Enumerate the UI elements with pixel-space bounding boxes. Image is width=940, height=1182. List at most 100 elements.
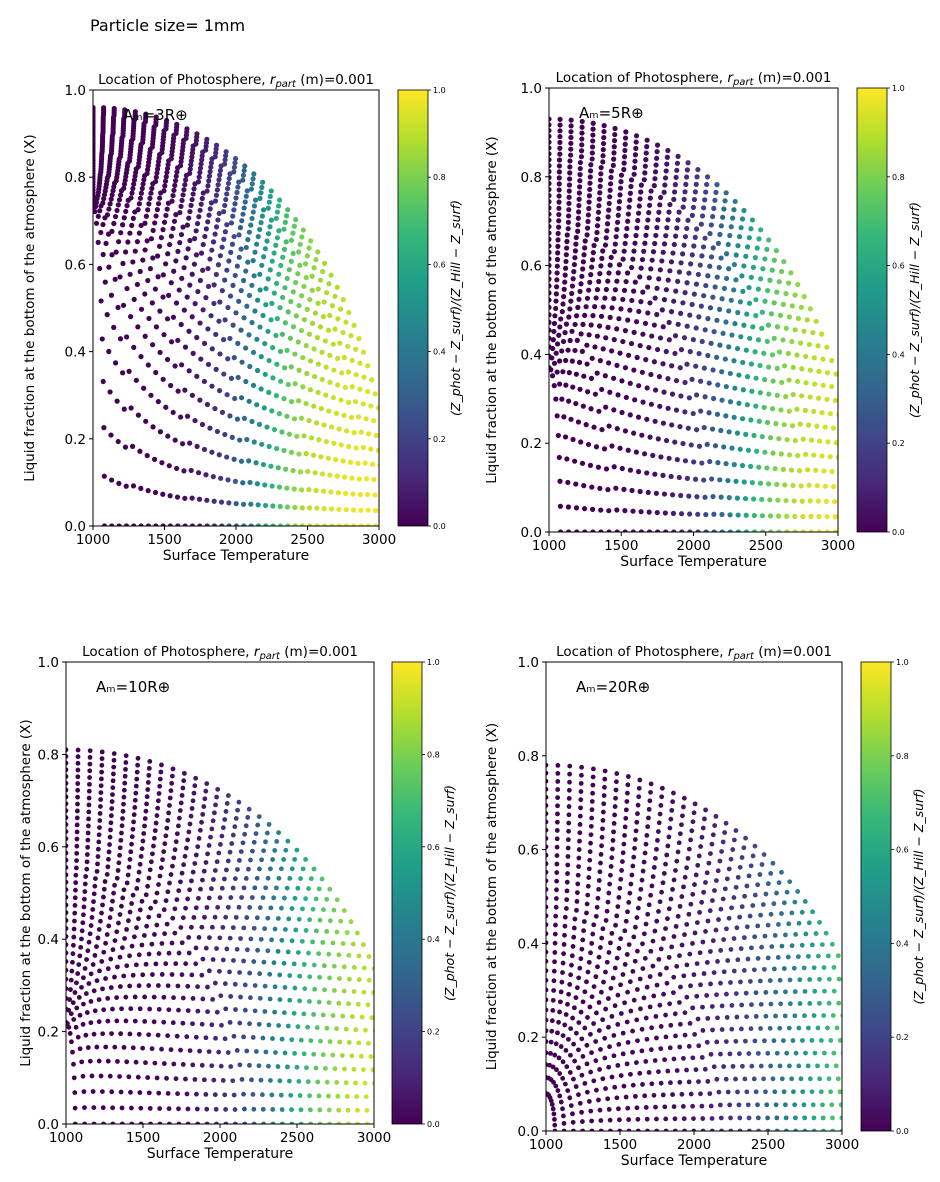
data-point xyxy=(790,1038,796,1043)
data-point xyxy=(555,1030,560,1036)
data-point xyxy=(784,889,790,895)
data-point xyxy=(106,264,112,270)
data-point xyxy=(679,1091,685,1097)
data-point xyxy=(227,335,233,342)
data-point xyxy=(140,257,146,263)
data-point xyxy=(217,299,223,305)
data-point xyxy=(97,818,103,823)
data-point xyxy=(122,780,128,786)
data-point xyxy=(128,849,134,855)
data-point xyxy=(378,1055,383,1060)
data-point xyxy=(74,843,80,849)
data-point xyxy=(178,414,184,420)
data-point xyxy=(664,225,670,231)
data-point xyxy=(285,523,291,526)
data-point xyxy=(75,808,80,814)
data-point xyxy=(305,1079,311,1085)
data-point xyxy=(260,1106,266,1112)
data-point xyxy=(811,355,817,361)
data-point xyxy=(150,227,156,234)
data-point xyxy=(127,909,133,915)
data-point xyxy=(275,1064,281,1069)
data-point xyxy=(155,201,162,207)
data-point xyxy=(751,529,758,532)
data-point xyxy=(181,265,187,271)
data-point xyxy=(142,994,148,1000)
data-point xyxy=(614,529,620,532)
data-point xyxy=(846,470,851,475)
data-point xyxy=(594,229,600,236)
data-point xyxy=(82,1121,88,1124)
data-point xyxy=(317,974,323,980)
data-point xyxy=(217,895,223,901)
data-point xyxy=(252,197,259,203)
data-point xyxy=(158,769,164,775)
data-point xyxy=(698,844,704,849)
data-point xyxy=(370,1067,374,1073)
data-point xyxy=(653,1104,658,1110)
data-point xyxy=(571,269,577,275)
data-point xyxy=(251,1121,257,1124)
data-point xyxy=(568,1103,574,1109)
data-point xyxy=(66,865,69,870)
data-point xyxy=(320,940,326,945)
data-point xyxy=(271,960,277,966)
data-point xyxy=(156,1006,162,1012)
data-point xyxy=(759,944,765,950)
data-point xyxy=(645,284,651,290)
data-point xyxy=(608,872,613,878)
data-point xyxy=(134,281,140,288)
data-point xyxy=(112,974,117,980)
data-point xyxy=(634,819,640,825)
data-point xyxy=(69,1039,74,1045)
data-point xyxy=(315,1079,321,1085)
x-tick-label: 1500 xyxy=(604,538,638,554)
data-point xyxy=(276,484,283,490)
data-point xyxy=(574,899,580,904)
data-point xyxy=(234,263,240,269)
data-point xyxy=(762,449,768,455)
data-point xyxy=(203,472,209,478)
data-point xyxy=(227,935,233,941)
data-point xyxy=(207,256,213,262)
data-point xyxy=(78,944,84,950)
data-point xyxy=(549,283,552,289)
data-point xyxy=(331,440,337,446)
data-point xyxy=(654,285,660,291)
data-point xyxy=(249,418,255,425)
data-point xyxy=(710,493,716,500)
data-point xyxy=(163,898,169,904)
data-point xyxy=(243,345,249,351)
data-point xyxy=(270,1107,276,1112)
data-point xyxy=(343,490,349,496)
data-point xyxy=(236,298,242,304)
data-point xyxy=(694,494,700,500)
data-point xyxy=(690,1055,696,1061)
data-point xyxy=(183,1076,188,1082)
data-point xyxy=(831,988,837,994)
data-point xyxy=(149,185,155,191)
data-point xyxy=(206,1049,212,1054)
data-point xyxy=(640,941,645,947)
data-point xyxy=(316,437,322,443)
data-point xyxy=(616,1041,622,1047)
data-point xyxy=(575,881,581,887)
data-point xyxy=(330,1052,336,1058)
data-point xyxy=(384,1122,389,1127)
data-point xyxy=(587,186,593,193)
data-point xyxy=(747,979,753,984)
data-point xyxy=(811,1013,817,1018)
data-point xyxy=(144,801,149,807)
data-point xyxy=(244,188,250,194)
data-point xyxy=(549,139,552,145)
data-point xyxy=(644,385,650,391)
data-point xyxy=(802,407,808,413)
data-point xyxy=(250,349,257,356)
data-point xyxy=(311,1051,317,1057)
data-point xyxy=(769,267,775,273)
data-point xyxy=(746,1128,752,1131)
data-point xyxy=(148,392,154,398)
data-point xyxy=(556,163,563,169)
data-point xyxy=(171,187,177,193)
data-point xyxy=(740,387,746,393)
